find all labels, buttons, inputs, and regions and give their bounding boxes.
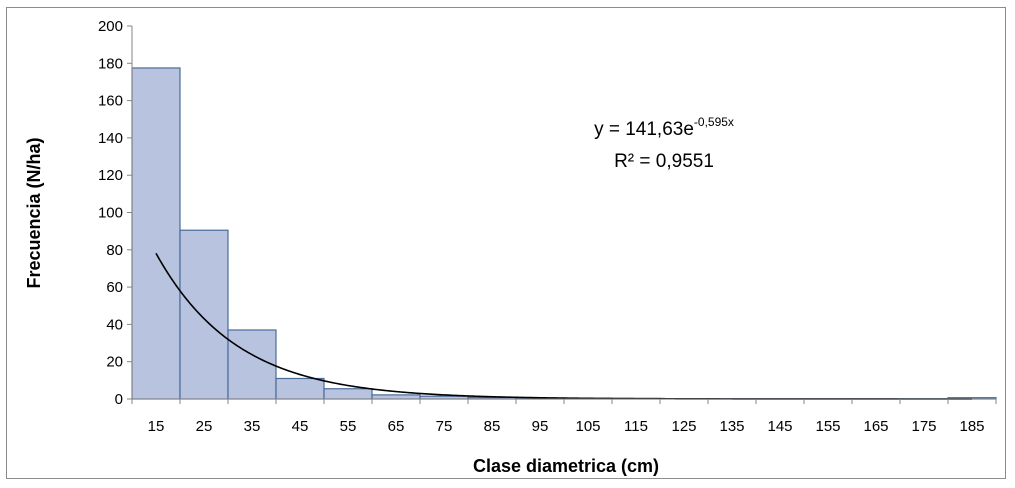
y-axis-title: Frecuencia (N/ha) <box>24 137 44 288</box>
bar-45 <box>275 377 325 400</box>
x-tick-label: 115 <box>624 418 648 435</box>
y-tick-label: 120 <box>98 167 123 184</box>
x-tick-label: 155 <box>815 418 840 435</box>
trendline-equation: y = 141,63e-0,595x <box>594 115 734 140</box>
y-tick-label: 140 <box>98 130 123 147</box>
y-tick-label: 80 <box>106 242 123 259</box>
x-tick-label: 175 <box>911 418 936 435</box>
r-squared-label: R² = 0,9551 <box>614 151 714 172</box>
bar-35 <box>227 329 277 400</box>
y-tick-label: 200 <box>98 18 123 35</box>
y-tick-label: 180 <box>98 55 123 72</box>
x-tick-label: 135 <box>719 418 744 435</box>
y-tick-label: 100 <box>98 205 123 222</box>
bar-15 <box>131 67 181 400</box>
x-tick-label: 75 <box>436 418 453 435</box>
x-tick-label: 105 <box>575 418 600 435</box>
x-tick-label: 15 <box>148 418 165 435</box>
x-tick-label: 65 <box>388 418 405 435</box>
equation-base: y = 141,63e <box>594 119 694 140</box>
x-tick-label: 185 <box>959 418 984 435</box>
bars-group <box>131 67 997 400</box>
bar-55 <box>323 388 373 400</box>
y-tick-label: 0 <box>115 391 123 408</box>
x-tick-label: 55 <box>340 418 357 435</box>
x-tick-label: 125 <box>671 418 696 435</box>
y-tick-label: 20 <box>106 354 123 371</box>
exponential-trendline <box>155 252 972 400</box>
y-tick-label: 60 <box>106 279 123 296</box>
x-tick-label: 95 <box>532 418 549 435</box>
x-axis-title: Clase diametrica (cm) <box>473 456 659 476</box>
x-tick-label: 35 <box>244 418 261 435</box>
x-tick-label: 165 <box>863 418 888 435</box>
bar-65 <box>371 394 421 400</box>
x-ticks-group: 15 25 35 45 55 65 75 85 95 105 115 125 135 145 155 165 1… <box>131 399 997 435</box>
x-tick-label: 45 <box>292 418 309 435</box>
x-tick-label: 85 <box>484 418 501 435</box>
equation-exponent: -0,595x <box>694 115 734 129</box>
y-ticks-group: 0 20 40 60 80 100 120 140 160 180 200 <box>98 18 132 408</box>
y-tick-label: 160 <box>98 93 123 110</box>
x-tick-label: 25 <box>196 418 213 435</box>
y-tick-label: 40 <box>106 316 123 333</box>
bar-25 <box>179 229 229 400</box>
x-tick-label: 145 <box>767 418 792 435</box>
